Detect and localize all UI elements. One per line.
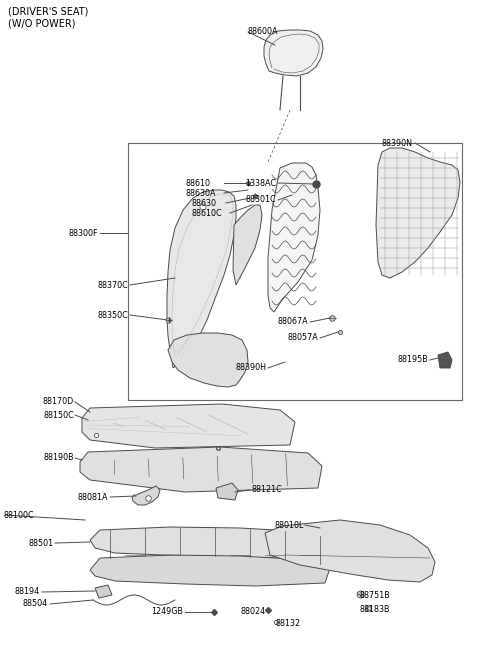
- Text: 88170D: 88170D: [43, 398, 74, 407]
- Text: 88610: 88610: [185, 179, 210, 187]
- Text: 88610C: 88610C: [192, 208, 223, 217]
- Text: 88370C: 88370C: [97, 280, 128, 290]
- Text: 88024: 88024: [241, 607, 266, 616]
- Polygon shape: [376, 148, 460, 278]
- Text: 88390N: 88390N: [382, 138, 413, 147]
- Text: 88010L: 88010L: [275, 521, 304, 529]
- Text: 88751B: 88751B: [360, 591, 391, 601]
- Text: 88301C: 88301C: [245, 195, 276, 204]
- Bar: [128, 143, 462, 400]
- Text: 88150C: 88150C: [43, 411, 74, 419]
- Polygon shape: [95, 585, 112, 598]
- Text: 88504: 88504: [23, 599, 48, 608]
- Text: 88132: 88132: [276, 620, 301, 629]
- Polygon shape: [264, 30, 323, 76]
- Text: 88600A: 88600A: [248, 28, 278, 37]
- Polygon shape: [132, 486, 160, 505]
- Polygon shape: [167, 190, 236, 368]
- Text: (W/O POWER): (W/O POWER): [8, 18, 75, 28]
- Text: 88067A: 88067A: [277, 318, 308, 326]
- Text: 1338AC: 1338AC: [245, 179, 276, 187]
- Polygon shape: [168, 333, 248, 387]
- Text: 88081A: 88081A: [77, 493, 108, 502]
- Text: 88350C: 88350C: [97, 310, 128, 320]
- Text: 88501: 88501: [29, 538, 54, 548]
- Text: 1249GB: 1249GB: [151, 607, 183, 616]
- Polygon shape: [265, 520, 435, 582]
- Text: 88195B: 88195B: [397, 356, 428, 364]
- Polygon shape: [216, 483, 238, 500]
- Text: 88300F: 88300F: [69, 229, 98, 238]
- Circle shape: [200, 204, 206, 210]
- Text: (DRIVER'S SEAT): (DRIVER'S SEAT): [8, 7, 88, 17]
- Polygon shape: [90, 555, 330, 586]
- Polygon shape: [80, 447, 322, 492]
- Polygon shape: [268, 163, 320, 312]
- Polygon shape: [233, 205, 262, 285]
- Text: 88630: 88630: [192, 198, 217, 208]
- Text: 88121C: 88121C: [252, 485, 283, 495]
- Text: 88183B: 88183B: [360, 605, 391, 614]
- Text: 88057A: 88057A: [287, 333, 318, 343]
- Text: 88190B: 88190B: [43, 453, 74, 462]
- Polygon shape: [438, 352, 452, 368]
- Text: 88194: 88194: [15, 588, 40, 597]
- Text: 88100C: 88100C: [4, 510, 35, 519]
- Text: 88630A: 88630A: [185, 189, 216, 198]
- Polygon shape: [82, 404, 295, 448]
- Polygon shape: [90, 527, 330, 558]
- Text: 88390H: 88390H: [235, 364, 266, 373]
